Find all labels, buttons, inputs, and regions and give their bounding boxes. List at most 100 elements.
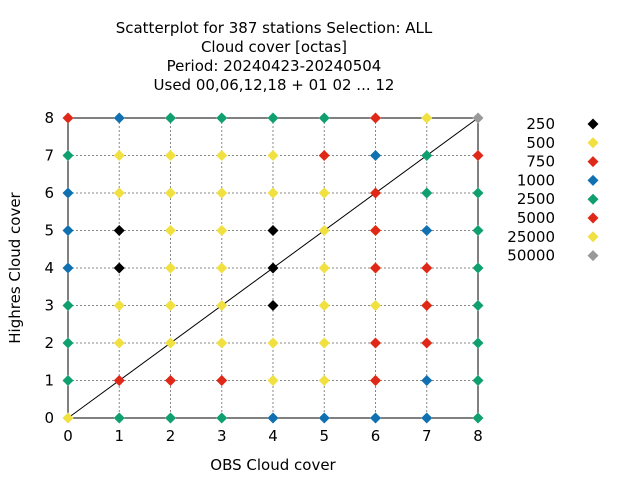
y-tick-label: 7 [44, 147, 54, 165]
data-point-500 [216, 225, 228, 236]
data-point-1000 [113, 112, 125, 124]
data-point-1000 [421, 412, 433, 424]
legend-marker [587, 193, 599, 205]
legend-label: 250 [526, 115, 555, 133]
data-point-2500 [62, 150, 74, 161]
data-point-2500 [472, 262, 484, 274]
data-point-2500 [165, 112, 176, 124]
data-point-2500 [165, 412, 176, 424]
x-tick-label: 7 [422, 427, 432, 445]
data-point-2500 [216, 412, 228, 424]
data-point-750 [318, 150, 330, 161]
data-point-500 [165, 262, 176, 274]
data-point-2500 [216, 112, 228, 124]
x-tick-label: 8 [473, 427, 483, 445]
data-point-500 [165, 187, 176, 199]
y-tick-label: 2 [44, 334, 54, 352]
data-point-250 [113, 225, 125, 236]
legend-label: 25000 [507, 228, 555, 246]
legend-marker [587, 137, 599, 149]
data-point-500 [318, 187, 330, 199]
data-point-750 [113, 375, 125, 386]
data-point-750 [370, 262, 381, 274]
x-tick-labels: 0 1 2 3 4 5 6 7 8 [63, 427, 483, 445]
data-point-250 [267, 300, 279, 311]
data-point-2500 [472, 412, 484, 424]
data-point-250 [267, 262, 279, 274]
title-line-3: Period: 20240423-20240504 [167, 57, 382, 75]
data-point-750 [370, 337, 381, 349]
data-point-750 [421, 337, 433, 349]
data-point-250 [267, 225, 279, 236]
data-point-500 [165, 225, 176, 236]
data-point-750 [370, 375, 381, 386]
data-point-500 [165, 150, 176, 161]
data-point-500 [318, 300, 330, 311]
data-point-2500 [421, 150, 433, 161]
data-point-500 [62, 412, 74, 424]
data-point-1000 [62, 187, 74, 199]
data-point-2500 [113, 412, 125, 424]
legend-label: 5000 [517, 209, 555, 227]
data-point-2500 [472, 300, 484, 311]
legend-marker [587, 118, 599, 130]
y-tick-label: 3 [44, 297, 54, 315]
data-point-2500 [472, 187, 484, 199]
y-tick-labels: 0 1 2 3 4 5 6 7 8 [44, 109, 54, 427]
data-point-1000 [370, 150, 381, 161]
data-point-1000 [62, 262, 74, 274]
legend-label: 2500 [517, 190, 555, 208]
data-point-500 [216, 150, 228, 161]
data-point-500 [318, 262, 330, 274]
data-point-1000 [267, 412, 279, 424]
x-tick-label: 3 [217, 427, 227, 445]
legend-label: 500 [526, 134, 555, 152]
data-point-750 [421, 262, 433, 274]
data-point-750 [472, 150, 484, 161]
data-point-2500 [62, 337, 74, 349]
data-point-250 [113, 262, 125, 274]
y-tick-label: 6 [44, 184, 54, 202]
y-tick-label: 4 [44, 259, 54, 277]
legend-marker [587, 212, 599, 224]
y-axis-label: Highres Cloud cover [6, 191, 24, 343]
y-tick-label: 0 [44, 409, 54, 427]
data-point-500 [267, 375, 279, 386]
data-point-500 [165, 300, 176, 311]
data-point-750 [421, 300, 433, 311]
y-tick-label: 8 [44, 109, 54, 127]
data-point-750 [370, 225, 381, 236]
x-tick-label: 0 [63, 427, 73, 445]
data-point-750 [165, 375, 176, 386]
title-line-1: Scatterplot for 387 stations Selection: … [116, 19, 433, 37]
data-point-1000 [421, 225, 433, 236]
data-point-750 [216, 375, 228, 386]
x-tick-label: 6 [371, 427, 381, 445]
data-point-2500 [472, 337, 484, 349]
data-point-750 [370, 187, 381, 199]
data-point-2500 [62, 300, 74, 311]
data-point-500 [216, 187, 228, 199]
legend-label: 50000 [507, 247, 555, 265]
legend-marker [587, 174, 599, 186]
x-tick-label: 5 [319, 427, 329, 445]
data-point-500 [318, 225, 330, 236]
data-point-500 [113, 187, 125, 199]
title-line-2: Cloud cover [octas] [201, 38, 347, 56]
title-line-4: Used 00,06,12,18 + 01 02 ... 12 [154, 76, 395, 94]
data-point-500 [216, 337, 228, 349]
data-point-2500 [472, 225, 484, 236]
legend-marker [587, 231, 599, 243]
y-tick-label: 1 [44, 372, 54, 390]
data-point-500 [370, 300, 381, 311]
y-tick-label: 5 [44, 222, 54, 240]
data-point-1000 [318, 412, 330, 424]
data-point-750 [370, 112, 381, 124]
data-point-1000 [370, 412, 381, 424]
data-point-500 [267, 187, 279, 199]
data-point-500 [421, 112, 433, 124]
data-point-500 [216, 300, 228, 311]
data-point-50000 [472, 112, 484, 124]
